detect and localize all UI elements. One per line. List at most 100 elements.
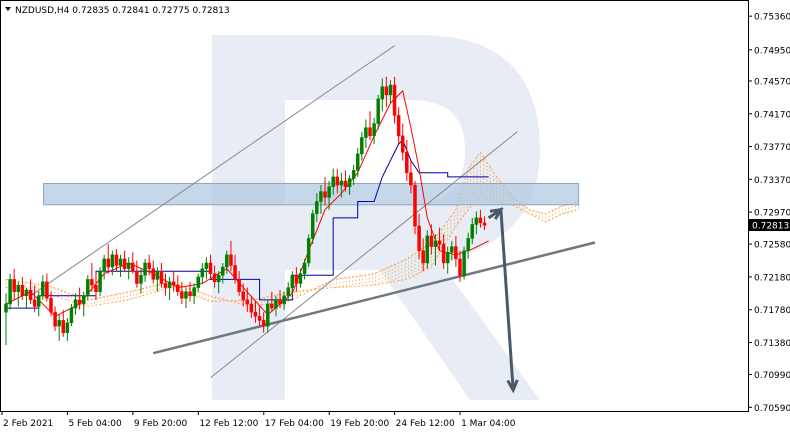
candle (417, 213, 421, 259)
candle-body (462, 250, 466, 276)
candle (433, 234, 438, 266)
candle-body (474, 217, 479, 225)
candle-body (445, 252, 450, 264)
candle (110, 250, 115, 276)
candle (466, 232, 470, 259)
price-tick-label: 0.73370 (754, 176, 790, 186)
price-tick-label: 0.72580 (754, 241, 790, 251)
candle-body (233, 265, 237, 280)
price-axis[interactable]: 0.75360 0.74950 0.74570 0.74170 0.73770 0.733… (748, 13, 790, 414)
channel-upper-line (30, 45, 395, 297)
candle-body (298, 273, 303, 284)
candle (184, 287, 188, 309)
time-tick-label: 9 Feb 20:00 (134, 419, 188, 429)
candle (355, 148, 360, 177)
candle-body (102, 258, 106, 272)
price-tick-label: 0.74170 (754, 110, 790, 120)
candle-body (20, 284, 25, 297)
candle (441, 234, 446, 269)
candle-body (45, 281, 49, 299)
candle (458, 250, 462, 282)
candle (270, 291, 274, 313)
candle-body (221, 266, 225, 276)
candle-body (114, 254, 119, 266)
candle (221, 262, 225, 284)
candle (192, 283, 196, 304)
price-tick-label: 0.74570 (754, 77, 790, 87)
price-tick-label: 0.70590 (754, 404, 790, 414)
candle (368, 111, 372, 140)
candle-body (302, 262, 307, 274)
candle (266, 299, 270, 333)
candle-body (249, 303, 254, 313)
candle-body (106, 258, 110, 268)
candle-body (315, 201, 319, 215)
candle (405, 139, 409, 181)
candle (335, 168, 340, 194)
candle (360, 131, 364, 161)
candle-body (143, 262, 147, 276)
candle (339, 172, 344, 198)
candle (364, 119, 368, 149)
candle-body (339, 180, 344, 186)
candle (343, 170, 348, 192)
candle-body (331, 176, 335, 187)
candle (90, 262, 94, 292)
candle (106, 244, 110, 274)
candle-body (171, 281, 176, 286)
candle (147, 254, 151, 276)
candle (482, 216, 487, 231)
candle-body (327, 186, 331, 198)
candle (159, 262, 164, 288)
candle-body (405, 152, 409, 174)
time-axis[interactable]: 2 Feb 2021 5 Feb 04:00 9 Feb 20:00 12 Feb 1… (1, 411, 516, 429)
candle-body (155, 270, 160, 280)
candle (286, 281, 290, 302)
candle-body (53, 311, 57, 327)
candle (302, 258, 307, 280)
candle (437, 227, 442, 251)
candle-body (200, 268, 205, 278)
candle-body (167, 281, 172, 288)
candle-body (41, 281, 45, 297)
candle-body (376, 98, 380, 124)
candle (135, 260, 139, 288)
trend-lines (30, 45, 596, 379)
candle-body (282, 295, 286, 305)
candle-body (126, 262, 131, 269)
candle-body (433, 240, 438, 247)
current-price-label: 0.72813 (752, 222, 789, 232)
time-tick-label: 17 Feb 04:00 (265, 419, 324, 429)
candle (474, 211, 479, 235)
candle-body (36, 295, 41, 307)
candle-body (478, 217, 483, 224)
candle-body (28, 289, 33, 301)
candle (327, 180, 331, 210)
candle-body (110, 254, 115, 268)
candle (122, 250, 127, 272)
candle (61, 309, 66, 337)
time-tick-label: 5 Feb 04:00 (68, 419, 122, 429)
candle (413, 180, 417, 235)
candle (143, 258, 147, 282)
candle (163, 273, 168, 296)
candle (237, 271, 241, 296)
support-line (152, 241, 596, 355)
time-tick-label: 12 Feb 12:00 (199, 419, 258, 429)
candle (245, 287, 250, 313)
candle (425, 230, 430, 269)
price-tick-label: 0.75360 (754, 13, 790, 23)
candle-body (122, 258, 127, 269)
candle (41, 275, 45, 300)
chevron-down-icon[interactable] (5, 7, 11, 11)
candle (478, 209, 483, 228)
candle-body (347, 178, 352, 187)
candle (261, 312, 266, 333)
candle-body (368, 127, 372, 137)
candle-body (355, 153, 360, 171)
current-price-badge (749, 219, 790, 232)
candle-body (380, 86, 385, 100)
candle (77, 287, 82, 310)
candle (200, 262, 205, 284)
